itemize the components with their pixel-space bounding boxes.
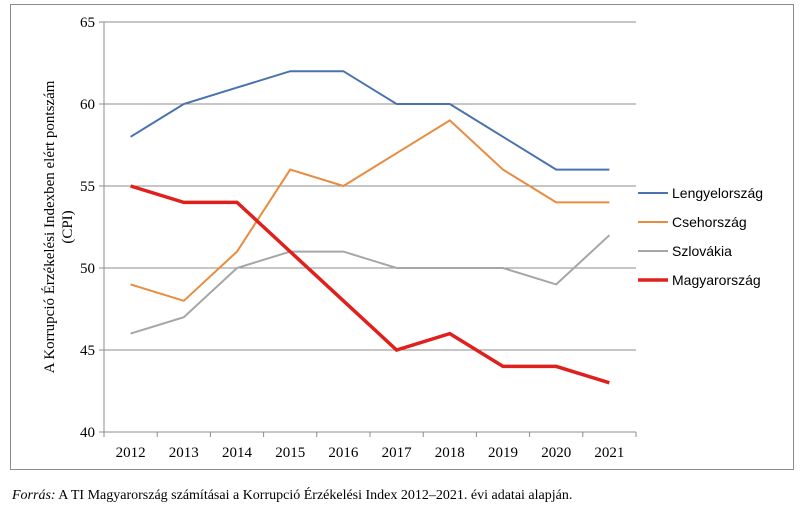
chart-frame bbox=[10, 4, 794, 470]
x-tick-label-2021: 2021 bbox=[594, 445, 624, 461]
y-tick-label-65: 65 bbox=[80, 15, 95, 31]
gridlines bbox=[104, 21, 636, 433]
source-label: Forrás: bbox=[12, 488, 56, 503]
y-tick-label-55: 55 bbox=[80, 179, 95, 195]
x-tick-label-2012: 2012 bbox=[116, 445, 146, 461]
axes: 40 45 50 55 60 65 2012 2013 2014 2015 2016 2017 2018… bbox=[80, 15, 637, 461]
x-tick-label-2016: 2016 bbox=[328, 445, 359, 461]
series-line-3 bbox=[130, 184, 610, 385]
y-axis-title-line-0: A Korrupció Érzékelési Indexben elért po… bbox=[41, 80, 58, 373]
legend-label-2: Szlovákia bbox=[672, 243, 732, 259]
line-chart: 40 45 50 55 60 65 2012 2013 2014 2015 2016 2017 2018… bbox=[41, 15, 763, 461]
x-tick-label-2015: 2015 bbox=[275, 445, 305, 461]
x-tick-label-2014: 2014 bbox=[222, 445, 253, 461]
y-tick-label-40: 40 bbox=[80, 425, 95, 441]
x-tick-label-2020: 2020 bbox=[541, 445, 571, 461]
y-axis-title-line-1: (CPI) bbox=[60, 210, 76, 243]
y-tick-label-45: 45 bbox=[80, 343, 95, 359]
series-lines bbox=[130, 70, 611, 385]
x-tick-label-2013: 2013 bbox=[169, 445, 199, 461]
source-note: Forrás: A TI Magyarország számításai a K… bbox=[12, 488, 572, 504]
x-tick-label-2017: 2017 bbox=[382, 445, 413, 461]
series-line-1 bbox=[130, 119, 610, 302]
x-tick-label-2019: 2019 bbox=[488, 445, 518, 461]
legend-label-1: Csehország bbox=[672, 214, 747, 230]
source-text: A TI Magyarország számításai a Korrupció… bbox=[55, 488, 573, 503]
y-axis-title: A Korrupció Érzékelési Indexben elért po… bbox=[41, 80, 76, 373]
y-tick-label-50: 50 bbox=[80, 261, 95, 277]
legend: Lengyelország Csehország Szlovákia Magyaror… bbox=[638, 185, 763, 288]
series-line-2 bbox=[130, 234, 611, 335]
y-tick-label-60: 60 bbox=[80, 97, 95, 113]
y-axis-title-text: A Korrupció Érzékelési Indexben elért po… bbox=[41, 80, 76, 373]
legend-label-0: Lengyelország bbox=[672, 185, 763, 201]
series-line-0 bbox=[130, 70, 610, 171]
x-tick-label-2018: 2018 bbox=[435, 445, 465, 461]
legend-label-3: Magyarország bbox=[672, 272, 761, 288]
